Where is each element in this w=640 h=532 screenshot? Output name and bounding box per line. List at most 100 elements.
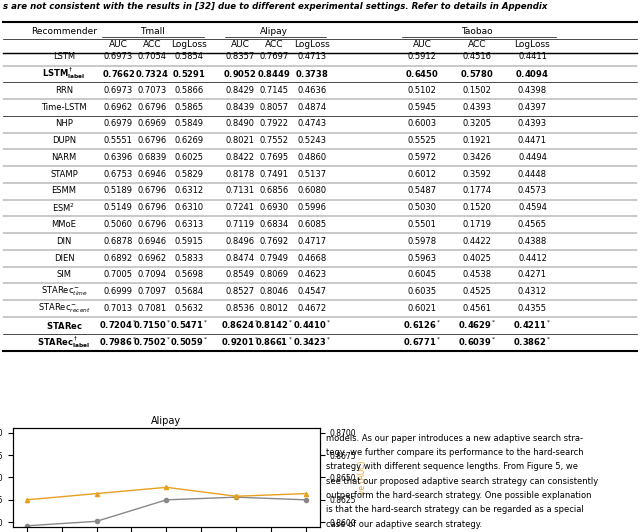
Text: case of our adaptive search strategy.: case of our adaptive search strategy. — [326, 520, 483, 529]
Text: 0.7081: 0.7081 — [138, 304, 167, 313]
Text: 0.6973: 0.6973 — [104, 53, 133, 61]
Text: LSTM: LSTM — [53, 53, 75, 61]
Text: $\mathbf{0.5471}^*$: $\mathbf{0.5471}^*$ — [170, 319, 208, 331]
Text: Taobao: Taobao — [461, 28, 493, 36]
Title: Alipay: Alipay — [151, 416, 182, 426]
Text: $\mathbf{0.6126}^*$: $\mathbf{0.6126}^*$ — [403, 319, 442, 331]
Text: 0.6796: 0.6796 — [138, 220, 167, 229]
Text: 0.4471: 0.4471 — [518, 136, 547, 145]
Text: SIM: SIM — [56, 270, 72, 279]
Text: $\mathbf{0.7986}^*$: $\mathbf{0.7986}^*$ — [99, 336, 138, 348]
Text: strategy with different sequence lengths. From Figure 5, we: strategy with different sequence lengths… — [326, 462, 579, 471]
Text: $\mathbf{0.9052}$: $\mathbf{0.9052}$ — [223, 68, 257, 79]
Text: DIEN: DIEN — [54, 254, 74, 262]
Text: 0.7491: 0.7491 — [259, 170, 289, 179]
Text: $\mathbf{STARec}$: $\mathbf{STARec}$ — [45, 320, 83, 330]
Text: 0.5551: 0.5551 — [104, 136, 133, 145]
Text: 0.5963: 0.5963 — [408, 254, 437, 262]
Text: s are not consistent with the results in [32] due to different experimental sett: s are not consistent with the results in… — [3, 2, 548, 11]
Text: $\mathbf{0.3738}$: $\mathbf{0.3738}$ — [295, 68, 328, 79]
Text: 0.7131: 0.7131 — [225, 187, 255, 195]
Text: 0.1774: 0.1774 — [462, 187, 492, 195]
Text: 0.7692: 0.7692 — [259, 237, 289, 246]
Text: 0.5945: 0.5945 — [408, 103, 437, 112]
Text: 0.8357: 0.8357 — [225, 53, 255, 61]
Text: 0.4860: 0.4860 — [297, 153, 326, 162]
Text: 0.6313: 0.6313 — [174, 220, 204, 229]
Text: 0.5243: 0.5243 — [297, 136, 326, 145]
Text: 0.8422: 0.8422 — [225, 153, 255, 162]
Text: 0.4573: 0.4573 — [518, 187, 547, 195]
Text: 0.8527: 0.8527 — [225, 287, 255, 296]
Text: 0.4412: 0.4412 — [518, 254, 547, 262]
Text: 0.7552: 0.7552 — [259, 136, 289, 145]
Text: 0.6003: 0.6003 — [408, 120, 437, 128]
Text: 0.5060: 0.5060 — [104, 220, 133, 229]
Text: 0.4398: 0.4398 — [518, 86, 547, 95]
Text: 0.6892: 0.6892 — [104, 254, 133, 262]
Text: 0.4025: 0.4025 — [462, 254, 492, 262]
Text: 0.6025: 0.6025 — [174, 153, 204, 162]
Text: 0.6856: 0.6856 — [259, 187, 289, 195]
Text: 0.7119: 0.7119 — [225, 220, 255, 229]
Text: 0.7949: 0.7949 — [259, 254, 289, 262]
Text: ACC: ACC — [265, 40, 283, 49]
Text: 0.6753: 0.6753 — [104, 170, 133, 179]
Text: 0.5865: 0.5865 — [174, 103, 204, 112]
Text: 0.1719: 0.1719 — [462, 220, 492, 229]
Text: $\mathbf{0.7204}^*$: $\mathbf{0.7204}^*$ — [99, 319, 138, 331]
Text: 0.6979: 0.6979 — [104, 120, 133, 128]
Text: $\mathbf{0.4629}^*$: $\mathbf{0.4629}^*$ — [458, 319, 496, 331]
Text: 0.4393: 0.4393 — [462, 103, 492, 112]
Text: 0.5030: 0.5030 — [408, 203, 437, 212]
Text: 0.6310: 0.6310 — [174, 203, 204, 212]
Text: 0.5996: 0.5996 — [297, 203, 326, 212]
Text: 0.6930: 0.6930 — [259, 203, 289, 212]
Text: 0.5978: 0.5978 — [408, 237, 437, 246]
Text: 0.6035: 0.6035 — [408, 287, 437, 296]
Text: 0.6085: 0.6085 — [297, 220, 326, 229]
Text: tegy, we further compare its performance to the hard-search: tegy, we further compare its performance… — [326, 448, 584, 457]
Text: $\mathbf{0.8661}^*$: $\mathbf{0.8661}^*$ — [255, 336, 293, 348]
Text: 0.6312: 0.6312 — [174, 187, 204, 195]
Text: 0.7005: 0.7005 — [104, 270, 133, 279]
Text: $\mathbf{0.4211}^*$: $\mathbf{0.4211}^*$ — [513, 319, 552, 331]
Text: 0.4565: 0.4565 — [518, 220, 547, 229]
Text: $\mathbf{0.5291}$: $\mathbf{0.5291}$ — [172, 68, 205, 79]
Text: 0.8178: 0.8178 — [225, 170, 255, 179]
Text: 0.3592: 0.3592 — [462, 170, 492, 179]
Text: 0.6962: 0.6962 — [104, 103, 133, 112]
Text: $\mathbf{0.6450}$: $\mathbf{0.6450}$ — [406, 68, 439, 79]
Text: Recommender: Recommender — [31, 28, 97, 36]
Text: STARec$^-_{recent}$: STARec$^-_{recent}$ — [38, 302, 90, 315]
Text: 0.5102: 0.5102 — [408, 86, 437, 95]
Text: 0.7145: 0.7145 — [259, 86, 289, 95]
Text: $\mathbf{0.6771}^*$: $\mathbf{0.6771}^*$ — [403, 336, 442, 348]
Text: 0.4388: 0.4388 — [518, 237, 547, 246]
Text: $\mathbf{0.7150}^*$: $\mathbf{0.7150}^*$ — [133, 319, 172, 331]
Text: $\mathbf{0.8449}$: $\mathbf{0.8449}$ — [257, 68, 291, 79]
Text: 0.6796: 0.6796 — [138, 103, 167, 112]
Text: 0.8536: 0.8536 — [225, 304, 255, 313]
Text: 0.7097: 0.7097 — [138, 287, 167, 296]
Text: outperform the hard-search strategy. One possible explanation: outperform the hard-search strategy. One… — [326, 491, 592, 500]
Text: 0.6021: 0.6021 — [408, 304, 437, 313]
Text: see that our proposed adaptive search strategy can consistently: see that our proposed adaptive search st… — [326, 477, 598, 486]
Text: $\mathbf{0.9201}^*$: $\mathbf{0.9201}^*$ — [221, 336, 259, 348]
Text: Alipay: Alipay — [260, 28, 288, 36]
Text: 0.7054: 0.7054 — [138, 53, 167, 61]
Text: 0.6999: 0.6999 — [104, 287, 133, 296]
Y-axis label: ve (AUC): ve (AUC) — [358, 461, 367, 494]
Text: RRN: RRN — [55, 86, 73, 95]
Text: 0.6834: 0.6834 — [259, 220, 289, 229]
Text: $\mathbf{0.6039}^*$: $\mathbf{0.6039}^*$ — [458, 336, 496, 348]
Text: 0.4494: 0.4494 — [518, 153, 547, 162]
Text: 0.6973: 0.6973 — [104, 86, 133, 95]
Text: 0.5833: 0.5833 — [174, 254, 204, 262]
Text: 0.7697: 0.7697 — [259, 53, 289, 61]
Text: 0.4422: 0.4422 — [462, 237, 492, 246]
Text: 0.5698: 0.5698 — [174, 270, 204, 279]
Text: 0.6969: 0.6969 — [138, 120, 167, 128]
Text: 0.5137: 0.5137 — [297, 170, 326, 179]
Text: 0.5684: 0.5684 — [174, 287, 204, 296]
